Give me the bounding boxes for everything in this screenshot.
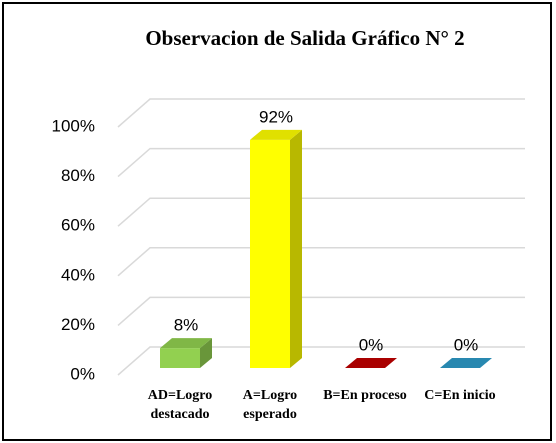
y-tick-label: 0% [70, 364, 95, 383]
data-label: 0% [359, 335, 384, 354]
bar-face [345, 358, 397, 368]
grid-line [117, 147, 525, 178]
x-tick-label: A=Logro esperado [242, 388, 298, 422]
x-tick-label: B=En proceso [323, 388, 407, 403]
chart-title: Observacion de Salida Gráfico N° 2 [145, 26, 464, 50]
y-tick-label: 40% [61, 265, 95, 284]
grid-line [117, 98, 525, 128]
y-tick-label: 100% [52, 116, 95, 135]
grid-line [117, 346, 525, 376]
bar [345, 358, 397, 368]
data-label: 8% [174, 316, 199, 335]
bar-face [200, 338, 212, 368]
y-tick-label: 80% [61, 166, 95, 185]
grid-line [117, 296, 525, 326]
data-label: 0% [454, 335, 479, 354]
bar [160, 338, 212, 368]
grid-line [117, 197, 525, 227]
data-label: 92% [259, 107, 293, 126]
bar [250, 129, 302, 368]
bar-face [250, 129, 302, 140]
y-tick-label: 60% [61, 216, 95, 235]
grid-line [117, 247, 525, 277]
bar-face [250, 139, 290, 368]
x-tick-label: C=En inicio [424, 388, 496, 403]
x-tick-label: AD=Logro destacado [147, 388, 213, 422]
bar [440, 358, 492, 368]
y-tick-label: 20% [61, 315, 95, 334]
bar-face [160, 348, 200, 368]
bar-face [160, 338, 212, 349]
bar-face [440, 358, 492, 368]
bar-face [290, 129, 302, 368]
